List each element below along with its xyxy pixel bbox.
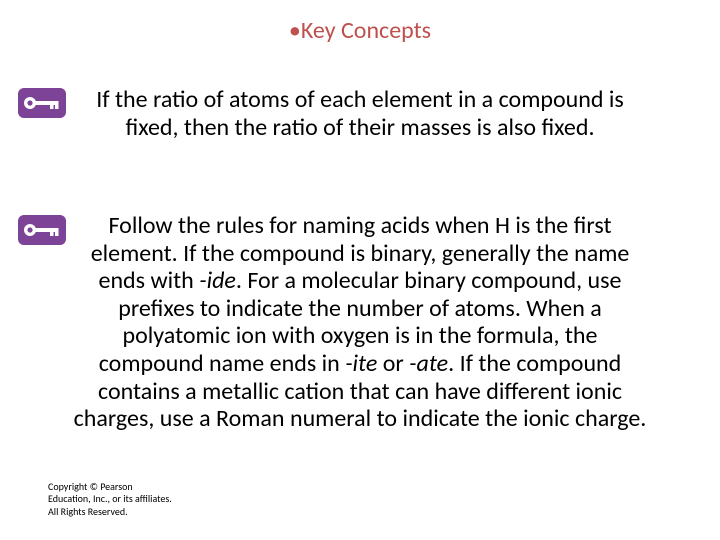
title-bullet: • [289, 16, 301, 45]
concept-1-text: If the ratio of atoms of each element in… [70, 86, 650, 141]
copyright: Copyright © Pearson Education, Inc., or … [48, 481, 218, 519]
concept-2-ital2: -ite [345, 349, 377, 378]
key-icon [18, 88, 66, 118]
concept-2-ital1: -ide [199, 266, 236, 295]
copyright-line3: All Rights Reserved. [48, 506, 218, 519]
concept-2-text: Follow the rules for naming acids when H… [70, 212, 650, 433]
concept-2-part3: or [377, 349, 409, 378]
concept-2-ital3: -ate [409, 349, 448, 378]
copyright-line2: Education, Inc., or its affiliates. [48, 493, 218, 506]
key-icon [18, 215, 66, 245]
title-text: Key Concepts [301, 16, 431, 45]
title-row: •Key Concepts [0, 16, 720, 45]
